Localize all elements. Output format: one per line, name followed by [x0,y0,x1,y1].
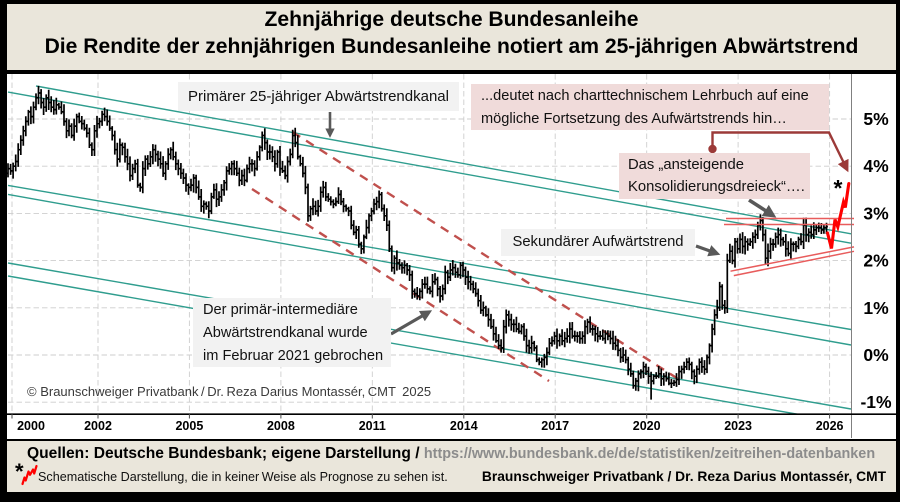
svg-text:2%: 2% [863,251,889,271]
svg-text:2026: 2026 [816,419,844,433]
svg-text:0%: 0% [863,345,889,365]
svg-text:2017: 2017 [541,419,569,433]
svg-text:2002: 2002 [84,419,112,433]
svg-text:2000: 2000 [17,419,45,433]
svg-text:*: * [834,175,843,201]
svg-text:2005: 2005 [175,419,203,433]
svg-text:© Braunschweiger Privatbank /: © Braunschweiger Privatbank / Dr. Reza D… [27,384,431,399]
svg-text:4%: 4% [863,156,889,176]
svg-text:1%: 1% [863,298,889,318]
svg-text:2011: 2011 [359,419,386,433]
svg-text:3%: 3% [863,203,889,223]
svg-text:5%: 5% [863,109,889,129]
svg-text:2014: 2014 [450,419,478,433]
svg-text:2020: 2020 [633,419,661,433]
svg-text:2008: 2008 [267,419,295,433]
svg-text:-1%: -1% [860,392,892,412]
svg-text:2023: 2023 [724,419,752,433]
